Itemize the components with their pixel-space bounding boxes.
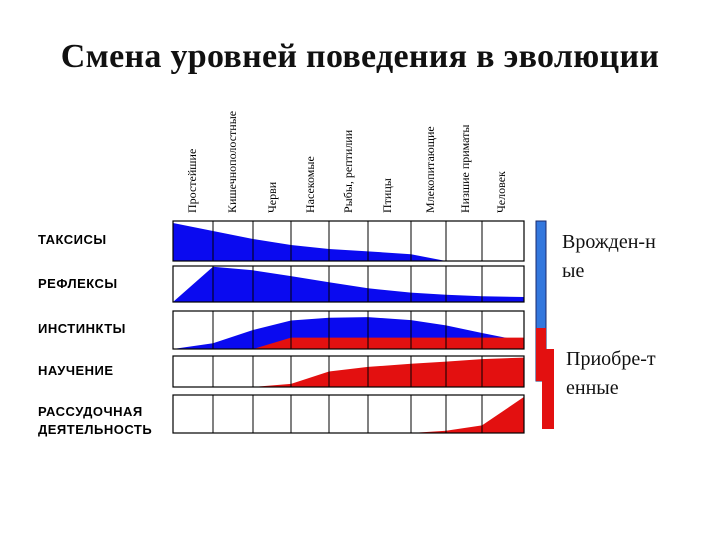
row-5 [172,394,525,434]
acquired-area [173,396,524,433]
row-frame [172,394,525,434]
row-label: ТАКСИСЫ [38,232,107,247]
row-label: ИНСТИНКТЫ [38,321,126,336]
row-label: НАУЧЕНИЕ [38,363,114,378]
row-2 [172,265,525,303]
legend-innate-label: Врожден-н ые [562,231,656,282]
row-frame [172,220,525,262]
row-frame [172,310,525,350]
row-4 [172,355,525,388]
innate-area [173,223,524,261]
row-3 [172,310,525,350]
acquired-legend-bar [542,349,554,429]
innate-legend-bar-red [536,328,546,381]
acquired-area [173,337,524,349]
row-1 [172,220,525,262]
innate-area [173,266,524,302]
legend-acquired-label: Приобре-т енные [566,348,656,399]
row-label: РАССУДОЧНАЯ ДЕЯТЕЛЬНОСТЬ [38,404,153,437]
row-frame [172,355,525,388]
acquired-area [173,357,524,387]
row-label: РЕФЛЕКСЫ [38,276,118,291]
page-title: Смена уровней поведения в эволюции [60,38,660,75]
row-frame [172,265,525,303]
